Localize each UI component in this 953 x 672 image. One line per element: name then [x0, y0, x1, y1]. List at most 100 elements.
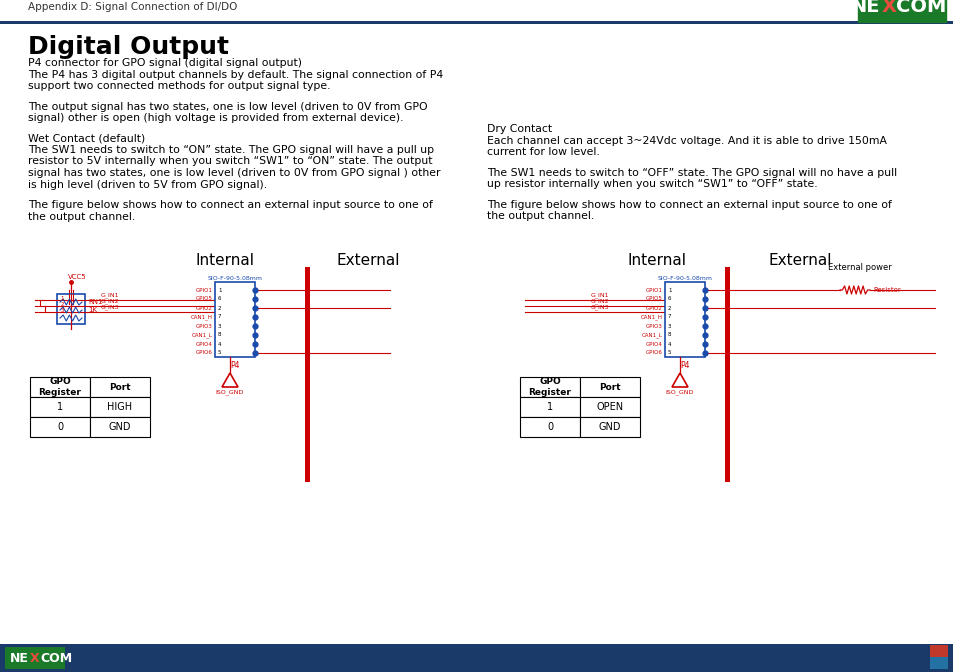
- Text: X: X: [30, 651, 40, 665]
- Text: 4: 4: [218, 341, 221, 347]
- Text: X: X: [882, 0, 896, 17]
- Text: 3: 3: [218, 323, 221, 329]
- Text: The SW1 needs to switch to “OFF” state. The GPO signal will no have a pull: The SW1 needs to switch to “OFF” state. …: [486, 167, 896, 177]
- Text: P4: P4: [230, 361, 239, 370]
- Bar: [724, 267, 729, 482]
- Text: OPEN: OPEN: [596, 402, 623, 412]
- Bar: [929, 657, 947, 669]
- Text: signal) other is open (high voltage is provided from external device).: signal) other is open (high voltage is p…: [28, 113, 403, 123]
- Text: CAN1_H: CAN1_H: [191, 314, 213, 320]
- Text: External: External: [767, 253, 831, 268]
- Text: External: External: [335, 253, 399, 268]
- Bar: [30, 417, 90, 437]
- Text: 68: 68: [469, 653, 484, 663]
- Text: G_IN1: G_IN1: [590, 293, 609, 298]
- Text: P4 connector for GPO signal (digital signal output): P4 connector for GPO signal (digital sig…: [28, 58, 302, 68]
- Text: 6: 6: [218, 296, 221, 302]
- Text: Port: Port: [598, 382, 620, 392]
- Text: Internal: Internal: [195, 253, 254, 268]
- Text: GPIO2: GPIO2: [645, 306, 662, 310]
- Bar: [519, 417, 579, 437]
- Text: 8: 8: [218, 333, 221, 337]
- Text: 1: 1: [667, 288, 671, 292]
- Text: GPIO4: GPIO4: [196, 341, 213, 347]
- Text: the output channel.: the output channel.: [486, 211, 594, 221]
- Bar: [857, 0, 945, 22]
- Text: Digital Output: Digital Output: [28, 35, 229, 59]
- Text: 2: 2: [667, 306, 671, 310]
- Text: GPIO2: GPIO2: [196, 306, 213, 310]
- Bar: [519, 377, 579, 397]
- Text: GPIO5: GPIO5: [645, 296, 662, 302]
- Bar: [90, 417, 150, 437]
- Text: P4: P4: [679, 361, 689, 370]
- Text: The output signal has two states, one is low level (driven to 0V from GPO: The output signal has two states, one is…: [28, 101, 427, 112]
- Text: 7: 7: [218, 314, 221, 319]
- Text: Port: Port: [109, 382, 131, 392]
- Text: is high level (driven to 5V from GPO signal).: is high level (driven to 5V from GPO sig…: [28, 179, 267, 190]
- Text: The figure below shows how to connect an external input source to one of: The figure below shows how to connect an…: [486, 200, 891, 210]
- Text: The figure below shows how to connect an external input source to one of: The figure below shows how to connect an…: [28, 200, 433, 210]
- Text: 7: 7: [667, 314, 671, 319]
- Text: HIGH: HIGH: [108, 402, 132, 412]
- Text: The P4 has 3 digital output channels by default. The signal connection of P4: The P4 has 3 digital output channels by …: [28, 69, 443, 79]
- Text: External power: External power: [827, 263, 891, 272]
- Bar: [0, 21, 953, 24]
- Text: 5: 5: [667, 351, 671, 355]
- Text: 2: 2: [218, 306, 221, 310]
- Text: VTC 1010 User Manual: VTC 1010 User Manual: [817, 653, 919, 663]
- Bar: [90, 397, 150, 417]
- Text: GPIO3: GPIO3: [196, 323, 213, 329]
- Text: Wet Contact (default): Wet Contact (default): [28, 134, 145, 144]
- Text: Copyright © 2013 NEXCOM International Co., Ltd. All Rights Reserved.: Copyright © 2013 NEXCOM International Co…: [28, 653, 346, 663]
- Text: signal has two states, one is low level (driven to 0V from GPO signal ) other: signal has two states, one is low level …: [28, 168, 440, 178]
- Text: 8: 8: [667, 333, 671, 337]
- Text: GPO
Register: GPO Register: [38, 377, 81, 396]
- Text: G_IN2: G_IN2: [590, 299, 609, 304]
- Text: Internal: Internal: [627, 253, 686, 268]
- Text: support two connected methods for output signal type.: support two connected methods for output…: [28, 81, 330, 91]
- Text: The SW1 needs to switch to “ON” state. The GPO signal will have a pull up: The SW1 needs to switch to “ON” state. T…: [28, 145, 434, 155]
- Text: up resistor internally when you switch “SW1” to “OFF” state.: up resistor internally when you switch “…: [486, 179, 817, 189]
- Bar: [57, 294, 85, 324]
- Text: RN1
1K: RN1 1K: [88, 299, 102, 312]
- Bar: [30, 377, 90, 397]
- Bar: [305, 267, 310, 482]
- Bar: [5, 647, 65, 669]
- Text: GND: GND: [109, 422, 132, 432]
- Text: NE: NE: [850, 0, 879, 17]
- Bar: [519, 397, 579, 417]
- Bar: [579, 417, 639, 437]
- Text: GPIO3: GPIO3: [645, 323, 662, 329]
- Text: the output channel.: the output channel.: [28, 212, 135, 222]
- Text: 6: 6: [667, 296, 671, 302]
- Text: COM: COM: [40, 651, 72, 665]
- Text: 1: 1: [218, 288, 221, 292]
- Text: 4: 4: [667, 341, 671, 347]
- Bar: [664, 282, 704, 357]
- Text: G_IN3: G_IN3: [101, 305, 119, 310]
- Text: 3: 3: [60, 308, 64, 312]
- Text: GPIO5: GPIO5: [196, 296, 213, 302]
- Text: ISO_GND: ISO_GND: [215, 389, 244, 394]
- Text: GPIO6: GPIO6: [196, 351, 213, 355]
- Bar: [214, 282, 254, 357]
- Text: GPIO1: GPIO1: [196, 288, 213, 292]
- Text: current for low level.: current for low level.: [486, 147, 599, 157]
- Bar: [579, 377, 639, 397]
- Text: 1: 1: [57, 402, 63, 412]
- Text: Each channel can accept 3~24Vdc voltage. And it is able to drive 150mA: Each channel can accept 3~24Vdc voltage.…: [486, 136, 886, 146]
- Bar: [929, 645, 947, 657]
- Text: GPIO4: GPIO4: [645, 341, 662, 347]
- Text: 0: 0: [57, 422, 63, 432]
- Text: 3: 3: [667, 323, 671, 329]
- Text: G_IN3: G_IN3: [590, 305, 609, 310]
- Bar: [30, 397, 90, 417]
- Text: 0: 0: [546, 422, 553, 432]
- Text: CAN1_L: CAN1_L: [192, 332, 213, 338]
- Text: resistor to 5V internally when you switch “SW1” to “ON” state. The output: resistor to 5V internally when you switc…: [28, 157, 432, 167]
- Text: Dry Contact: Dry Contact: [486, 124, 552, 134]
- Text: G_IN1: G_IN1: [101, 293, 119, 298]
- Text: 1: 1: [546, 402, 553, 412]
- Text: VCC5: VCC5: [68, 274, 87, 280]
